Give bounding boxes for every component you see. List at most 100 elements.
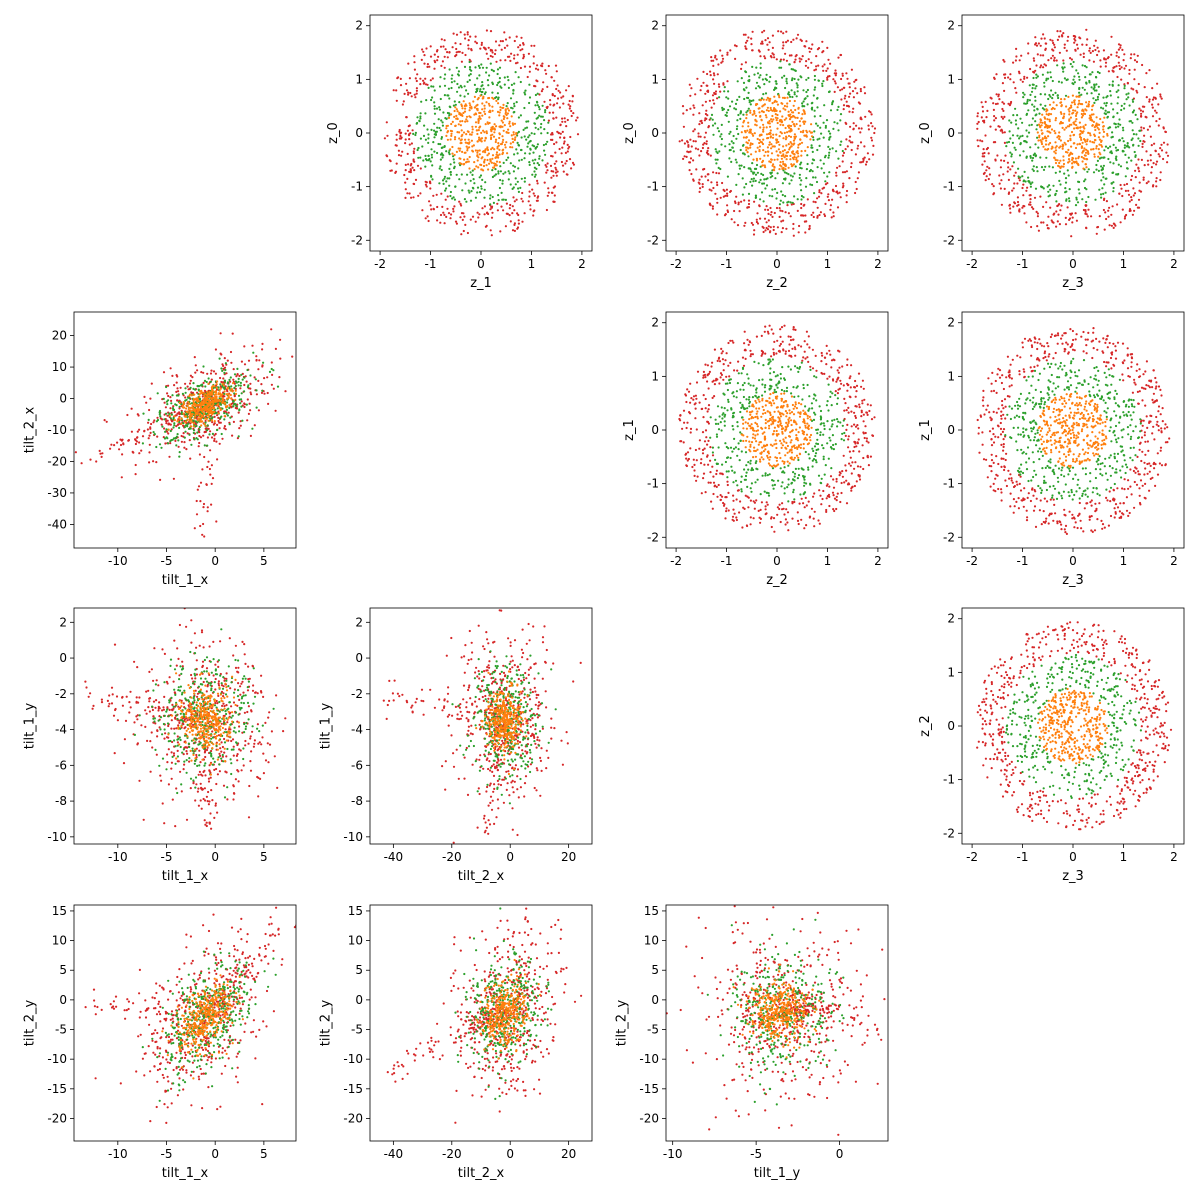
scatter-point (693, 106, 696, 109)
scatter-point (785, 41, 788, 44)
scatter-point (792, 123, 796, 126)
scatter-point (279, 338, 282, 341)
scatter-point (1123, 144, 1126, 147)
scatter-point (502, 106, 505, 109)
scatter-point (260, 383, 263, 386)
scatter-point (762, 98, 765, 101)
scatter-point (1132, 194, 1135, 197)
scatter-point (793, 99, 796, 103)
scatter-point (849, 125, 852, 128)
scatter-point (1070, 58, 1073, 61)
scatter-point (863, 86, 866, 89)
scatter-point (219, 383, 222, 386)
scatter-point (576, 116, 579, 119)
scatter-point (702, 143, 705, 146)
scatter-point (722, 108, 726, 111)
scatter-point (231, 390, 234, 393)
scatter-point (1040, 221, 1043, 224)
scatter-point (417, 194, 420, 197)
scatter-point (729, 190, 732, 193)
scatter-point (1054, 152, 1057, 155)
scatter-point (449, 138, 452, 141)
scatter-point (1136, 118, 1139, 121)
scatter-point (703, 136, 706, 139)
scatter-point (745, 96, 749, 99)
scatter-point (1076, 106, 1079, 109)
scatter-point (521, 48, 524, 51)
scatter-point (542, 143, 546, 147)
scatter-point (440, 168, 443, 172)
scatter-point (1080, 155, 1083, 159)
x-tick-label: 2 (874, 257, 882, 271)
scatter-point (1095, 76, 1098, 79)
scatter-point (490, 216, 494, 219)
scatter-point (411, 166, 414, 169)
scatter-point (536, 196, 539, 199)
scatter-point (572, 163, 576, 166)
scatter-point (1012, 81, 1015, 84)
scatter-point (221, 369, 224, 372)
scatter-point (1093, 44, 1096, 47)
scatter-point (441, 205, 444, 208)
scatter-point (1078, 91, 1081, 94)
scatter-point (464, 223, 467, 226)
scatter-point (1132, 143, 1135, 146)
scatter-point (216, 458, 219, 461)
scatter-point (481, 84, 484, 87)
scatter-point (1085, 28, 1088, 31)
scatter-point (1071, 94, 1074, 97)
scatter-point (456, 90, 459, 93)
scatter-point (716, 73, 719, 76)
scatter-point (1081, 86, 1084, 89)
scatter-point (189, 422, 192, 425)
scatter-point (717, 172, 721, 175)
scatter-point (750, 99, 753, 103)
scatter-point (683, 155, 686, 158)
scatter-point (486, 121, 489, 124)
scatter-point (759, 99, 762, 102)
scatter-point (408, 143, 411, 146)
scatter-point (736, 80, 739, 83)
scatter-point (475, 107, 478, 110)
scatter-point (837, 105, 840, 108)
scatter-point (1029, 185, 1032, 188)
scatter-point (1102, 208, 1105, 212)
scatter-point (839, 196, 842, 199)
scatter-point (717, 166, 720, 169)
scatter-point (535, 167, 538, 170)
scatter-point (223, 386, 226, 389)
scatter-point (536, 162, 539, 165)
scatter-point (812, 176, 815, 179)
scatter-point (436, 219, 439, 222)
scatter-point (857, 144, 860, 147)
scatter-point (1118, 192, 1121, 195)
scatter-point (552, 174, 555, 177)
scatter-point (501, 182, 504, 185)
scatter-point (485, 164, 488, 167)
scatter-point (1061, 35, 1064, 38)
scatter-point (735, 127, 739, 131)
scatter-point (748, 75, 751, 78)
scatter-point (1039, 156, 1042, 159)
scatter-point (447, 87, 450, 90)
scatter-point (782, 124, 785, 127)
scatter-point (856, 147, 859, 150)
scatter-point (1069, 116, 1072, 119)
scatter-point (785, 117, 788, 120)
scatter-point (1066, 125, 1069, 128)
scatter-point (454, 103, 457, 106)
scatter-point (1132, 133, 1135, 136)
scatter-point (1067, 197, 1071, 200)
scatter-point (433, 136, 436, 139)
scatter-point (775, 197, 778, 200)
scatter-point (1094, 99, 1097, 102)
scatter-point (762, 93, 765, 96)
scatter-point (431, 178, 434, 181)
scatter-point (446, 51, 449, 54)
scatter-point (802, 120, 805, 123)
scatter-point (774, 177, 777, 180)
scatter-point (495, 156, 498, 159)
scatter-point (433, 122, 436, 125)
scatter-point (1014, 171, 1017, 174)
scatter-point (464, 53, 467, 57)
